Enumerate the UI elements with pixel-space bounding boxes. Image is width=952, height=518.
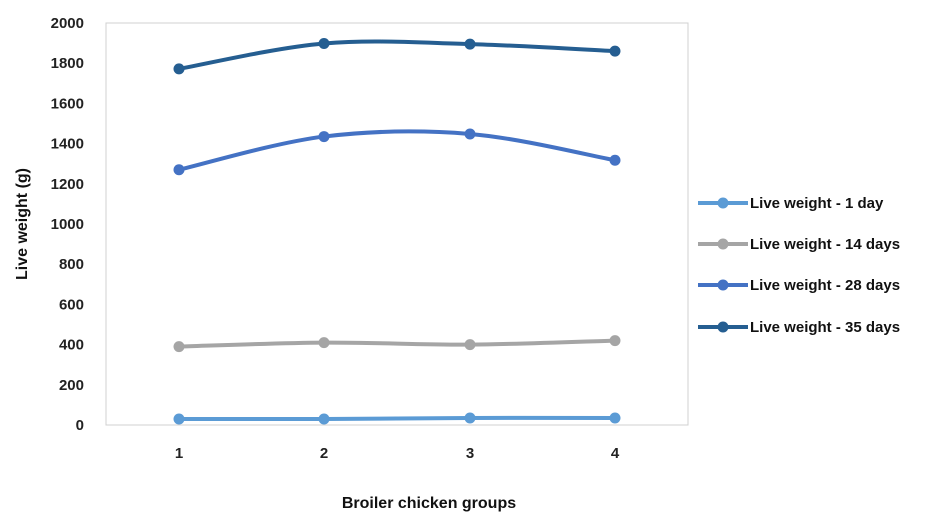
y-tick-label: 1400 [51,136,84,153]
y-tick-label: 1600 [51,95,84,112]
y-axis-title: Live weight (g) [14,168,31,280]
y-tick-label: 2000 [51,15,84,32]
series-point [609,335,621,347]
y-axis-ticks: 0 200 400 600 800 1000 1200 1400 1600 1800 2000 [51,15,84,434]
series-point [464,412,476,424]
series-point [318,413,330,425]
y-tick-label: 1200 [51,176,84,193]
y-tick-label: 400 [59,337,84,354]
x-tick-label: 2 [320,445,328,462]
series-point [173,341,185,353]
x-axis-ticks: 1 2 3 4 [175,445,620,462]
legend-item: Live weight - 14 days [698,236,900,253]
series-point [173,413,185,425]
y-tick-label: 1000 [51,216,84,233]
series-point [464,38,476,50]
series-point [609,154,621,166]
legend-label: Live weight - 35 days [750,319,900,336]
series-point [173,63,185,75]
legend-marker [717,238,729,250]
x-tick-label: 1 [175,445,183,462]
legend-item: Live weight - 35 days [698,319,900,336]
y-tick-label: 600 [59,296,84,313]
y-tick-label: 1800 [51,55,84,72]
legend-label: Live weight - 14 days [750,236,900,253]
series-point [464,339,476,351]
y-tick-label: 200 [59,377,84,394]
series-point [609,45,621,57]
series-layer [173,38,621,425]
legend-marker [717,197,729,209]
legend-item: Live weight - 1 day [698,195,884,212]
series-point [173,164,185,176]
legend-item: Live weight - 28 days [698,277,900,294]
legend-label: Live weight - 28 days [750,277,900,294]
x-tick-label: 3 [466,445,474,462]
legend-marker [717,321,729,333]
legend-label: Live weight - 1 day [750,195,884,212]
plot-area-frame [105,22,689,426]
series-line [177,39,617,71]
x-axis-title: Broiler chicken groups [342,495,516,512]
y-tick-label: 800 [59,256,84,273]
series-point [318,38,330,50]
legend: Live weight - 1 day Live weight - 14 days… [698,195,900,336]
x-tick-label: 4 [611,445,620,462]
series-point [464,128,476,140]
series-line [177,129,617,172]
series-line [177,415,617,422]
series-line [177,338,617,349]
series-point [318,337,330,349]
series-point [609,412,621,424]
series-point [318,131,330,143]
y-tick-label: 0 [76,417,84,434]
legend-marker [717,279,729,291]
